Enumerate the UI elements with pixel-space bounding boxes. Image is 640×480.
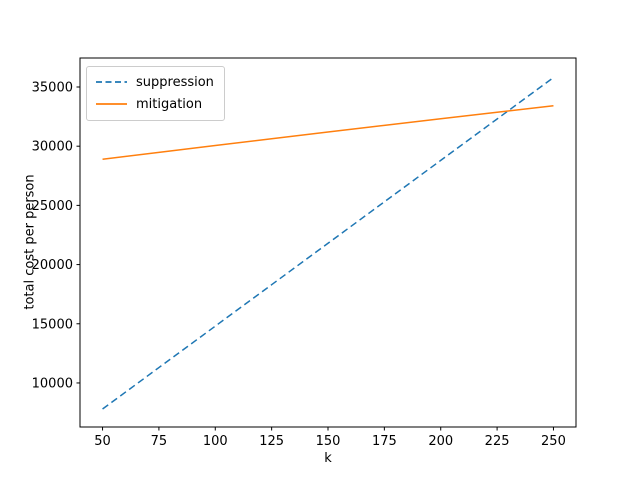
x-tick-label: 225 (485, 434, 510, 449)
x-tick-label: 50 (94, 434, 111, 449)
x-tick-label: 200 (428, 434, 453, 449)
x-tick-label: 150 (316, 434, 341, 449)
y-axis-label: total cost per person (22, 174, 38, 310)
suppression-line-sample (96, 81, 127, 83)
x-tick-label: 125 (259, 434, 284, 449)
x-tick-label: 75 (151, 434, 168, 449)
series-line-mitigation (102, 104, 554, 160)
series-line-suppression (102, 76, 554, 410)
x-tick-label: 250 (541, 434, 566, 449)
legend-label-suppression: suppression (136, 74, 214, 90)
y-tick-label: 15000 (32, 317, 73, 332)
x-axis-label: k (324, 451, 332, 466)
mitigation-line-sample (96, 103, 127, 105)
y-tick-label: 25000 (32, 199, 73, 214)
y-tick-label: 35000 (32, 81, 73, 96)
y-tick-label: 30000 (32, 140, 73, 155)
legend: suppression mitigation (86, 66, 225, 121)
x-tick-label: 100 (203, 434, 228, 449)
legend-item-suppression: suppression (96, 72, 214, 92)
x-tick-label: 175 (372, 434, 397, 449)
legend-label-mitigation: mitigation (136, 96, 203, 112)
y-tick-label: 10000 (32, 376, 73, 391)
y-tick-label: 20000 (32, 258, 73, 273)
legend-item-mitigation: mitigation (96, 94, 214, 114)
